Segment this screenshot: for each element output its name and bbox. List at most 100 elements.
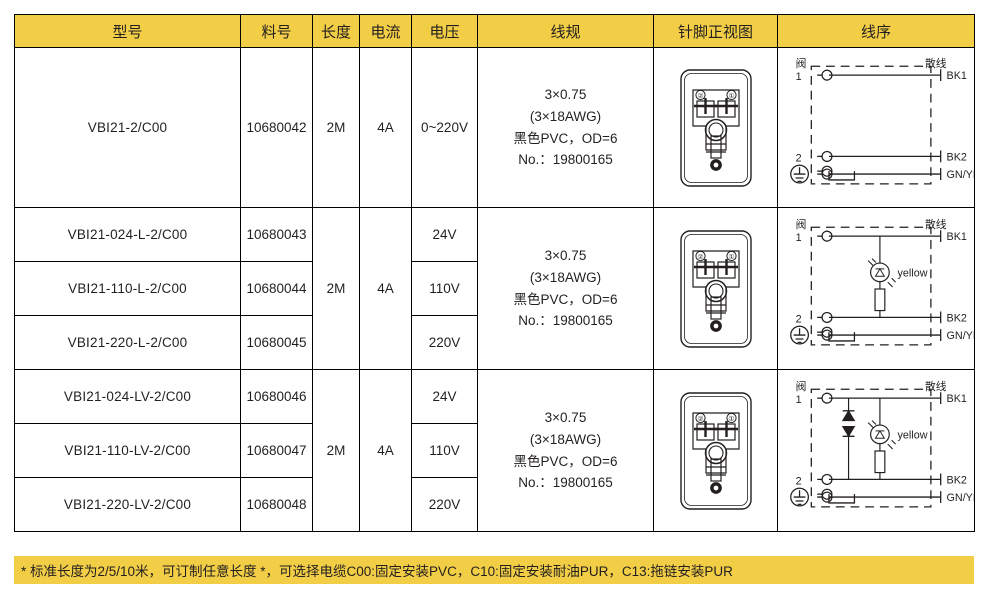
footnote: * 标准长度为2/5/10米，可订制任意长度 *，可选择电缆C00:固定安装PV… <box>14 556 974 584</box>
led-indicator-icon <box>867 397 896 479</box>
cell-wiring-order: 阀 散线 1 2 <box>777 369 975 532</box>
wire-jacket: 黑色PVC，OD=6 <box>513 291 618 307</box>
cell-current: 4A <box>359 47 412 208</box>
cell-model: VBI21-024-LV-2/C00 <box>14 369 241 424</box>
wiring-diagram: 阀 散线 1 2 BK1 BK2 GN/YE <box>778 53 974 203</box>
column-header-length: 长度 <box>312 14 360 48</box>
svg-text:②: ② <box>697 92 703 100</box>
cell-voltage: 24V <box>411 369 478 424</box>
din-connector-face-icon: ② ① <box>679 68 752 187</box>
svg-text:yellow: yellow <box>898 267 928 279</box>
earth-ground-icon <box>790 325 810 345</box>
cell-wiring-order: 阀 散线 1 2 <box>777 207 975 370</box>
wire-bk1-label: BK1 <box>947 231 967 243</box>
led-indicator-icon <box>867 235 896 317</box>
wire-gauge: 3×0.75 <box>544 409 587 425</box>
cell-pin-face: ② ① <box>653 207 778 370</box>
cell-wire-spec: 3×0.75 (3×18AWG) 黑色PVC，OD=6 No.：19800165 <box>477 369 654 532</box>
wire-awg: (3×18AWG) <box>529 431 602 447</box>
valve-side-label: 阀 <box>796 380 807 393</box>
cell-length: 2M <box>312 47 360 208</box>
cell-wire-spec: 3×0.75 (3×18AWG) 黑色PVC，OD=6 No.：19800165 <box>477 207 654 370</box>
pin-1-label: 1 <box>796 393 802 405</box>
wiring-schematic-icon: 阀 散线 1 2 <box>790 218 974 345</box>
earth-ground-icon <box>790 487 810 507</box>
earth-ground-icon <box>790 164 810 184</box>
table-row: VBI21-220-LV-2/C00 10680048 220V <box>14 477 975 532</box>
column-header-wire: 线规 <box>477 14 654 48</box>
wire-number: No.：19800165 <box>518 475 613 491</box>
wire-gauge: 3×0.75 <box>544 247 587 263</box>
pin-face-diagram: ② ① <box>654 225 777 353</box>
pin-1-label: 1 <box>796 70 802 82</box>
column-header-current: 电流 <box>359 14 412 48</box>
pin-2-label: 2 <box>796 475 802 487</box>
column-header-order: 线序 <box>777 14 975 48</box>
cell-model: VBI21-024-L-2/C00 <box>14 207 241 262</box>
cell-wire-spec: 3×0.75 (3×18AWG) 黑色PVC，OD=6 No.：19800165 <box>477 47 654 208</box>
svg-text:①: ① <box>728 92 734 100</box>
loose-wire-side-label: 散线 <box>925 218 947 231</box>
cell-voltage: 220V <box>411 315 478 370</box>
table-row: VBI21-2/C00 10680042 2M 4A 0~220V 3×0.75 (3×… <box>14 47 975 208</box>
table-row: VBI21-024-LV-2/C00 10680046 2M 4A 24V 3×0.75… <box>14 369 975 532</box>
wire-gnye-label: GN/YE <box>947 168 974 180</box>
wiring-diagram: 阀 散线 1 2 <box>778 376 974 526</box>
cell-part-number: 10680048 <box>240 477 313 532</box>
cell-part-number: 10680044 <box>240 261 313 316</box>
wire-number: No.：19800165 <box>518 152 613 168</box>
table-row: VBI21-024-L-2/C00 10680043 2M 4A 24V 3×0.75 … <box>14 207 975 370</box>
cell-voltage: 110V <box>411 261 478 316</box>
loose-wire-side-label: 散线 <box>925 380 947 393</box>
cell-model: VBI21-220-LV-2/C00 <box>14 477 241 532</box>
header-row: 型号 料号 长度 电流 电压 线规 针脚正视图 线序 <box>14 14 975 48</box>
cell-length: 2M <box>312 369 360 532</box>
pin-2-label: 2 <box>796 313 802 325</box>
wire-awg: (3×18AWG) <box>529 269 602 285</box>
suppressor-diode-icon <box>841 397 856 479</box>
cell-length: 2M <box>312 207 360 370</box>
table-body: VBI21-2/C00 10680042 2M 4A 0~220V 3×0.75 (3×… <box>14 47 975 532</box>
column-header-model: 型号 <box>14 14 241 48</box>
cell-part-number: 10680047 <box>240 423 313 478</box>
wiring-schematic-icon: 阀 散线 1 2 BK1 BK2 GN/YE <box>790 57 974 184</box>
cell-pin-face: ② ① <box>653 47 778 208</box>
product-spec-table: 型号 料号 长度 电流 电压 线规 针脚正视图 线序 VBI21-2/C00 10… <box>14 14 975 532</box>
cell-part-number: 10680042 <box>240 47 313 208</box>
wire-jacket: 黑色PVC，OD=6 <box>513 130 618 146</box>
wire-bk1-label: BK1 <box>947 393 967 405</box>
cell-model: VBI21-110-L-2/C00 <box>14 261 241 316</box>
cell-voltage: 220V <box>411 477 478 532</box>
valve-side-label: 阀 <box>796 57 807 70</box>
wire-gnye-label: GN/YE <box>947 329 974 341</box>
column-header-part: 料号 <box>240 14 313 48</box>
pin-face-diagram: ② ① <box>654 387 777 515</box>
valve-side-label: 阀 <box>796 218 807 231</box>
loose-wire-side-label: 散线 <box>925 57 947 70</box>
wiring-schematic-icon: 阀 散线 1 2 <box>790 380 974 507</box>
table-row: VBI21-110-LV-2/C00 10680047 110V <box>14 423 975 478</box>
wire-jacket: 黑色PVC，OD=6 <box>513 453 618 469</box>
table-row: VBI21-110-L-2/C00 10680044 110V <box>14 261 975 316</box>
cell-model: VBI21-110-LV-2/C00 <box>14 423 241 478</box>
table-row: VBI21-220-L-2/C00 10680045 220V <box>14 315 975 370</box>
svg-text:②: ② <box>697 253 703 261</box>
wire-gauge: 3×0.75 <box>544 86 587 102</box>
pin-2-label: 2 <box>796 152 802 164</box>
din-connector-face-icon: ② ① <box>679 391 752 510</box>
svg-text:②: ② <box>697 415 703 423</box>
cell-model: VBI21-2/C00 <box>14 47 241 208</box>
svg-text:①: ① <box>728 253 734 261</box>
cell-part-number: 10680043 <box>240 207 313 262</box>
pin-1-label: 1 <box>796 231 802 243</box>
wire-bk1-label: BK1 <box>947 70 967 82</box>
wire-gnye-label: GN/YE <box>947 491 974 503</box>
cell-wiring-order: 阀 散线 1 2 BK1 BK2 GN/YE <box>777 47 975 208</box>
cell-voltage: 0~220V <box>411 47 478 208</box>
cell-part-number: 10680045 <box>240 315 313 370</box>
cell-voltage: 24V <box>411 207 478 262</box>
column-header-pin: 针脚正视图 <box>653 14 778 48</box>
wire-bk2-label: BK2 <box>947 474 967 486</box>
pin-face-diagram: ② ① <box>654 64 777 192</box>
